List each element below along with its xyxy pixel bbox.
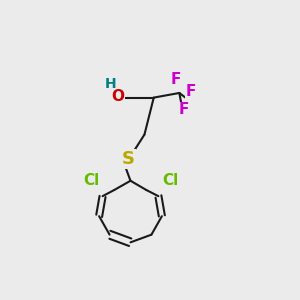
Text: F: F <box>186 84 196 99</box>
Text: F: F <box>179 102 189 117</box>
Text: H: H <box>105 77 116 91</box>
Text: S: S <box>122 150 135 168</box>
Text: Cl: Cl <box>83 173 99 188</box>
Text: O: O <box>111 88 124 104</box>
Text: Cl: Cl <box>162 173 178 188</box>
Text: F: F <box>171 72 181 87</box>
